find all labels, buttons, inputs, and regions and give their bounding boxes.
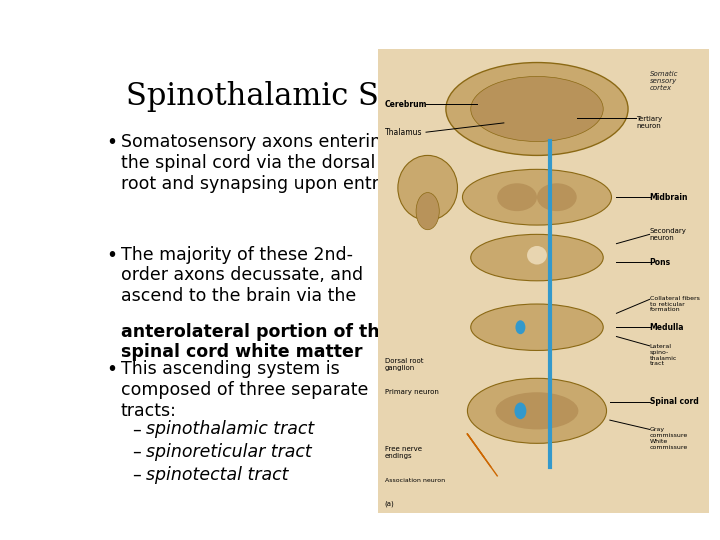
Ellipse shape bbox=[467, 379, 606, 443]
Text: Midbrain: Midbrain bbox=[649, 193, 688, 202]
Text: spinoreticular tract: spinoreticular tract bbox=[145, 443, 312, 461]
Ellipse shape bbox=[462, 170, 611, 225]
Text: Gray
commissure
White
commissure: Gray commissure White commissure bbox=[649, 428, 688, 450]
Text: •: • bbox=[107, 133, 118, 152]
Text: Medulla: Medulla bbox=[649, 323, 684, 332]
Text: spinotectal tract: spinotectal tract bbox=[145, 466, 288, 484]
Text: Free nerve
endings: Free nerve endings bbox=[384, 446, 422, 459]
Text: Collateral fibers
to reticular
formation: Collateral fibers to reticular formation bbox=[649, 296, 699, 312]
Text: Thalamus: Thalamus bbox=[384, 127, 422, 137]
Ellipse shape bbox=[416, 193, 439, 230]
Ellipse shape bbox=[398, 156, 457, 220]
Ellipse shape bbox=[471, 77, 603, 141]
Ellipse shape bbox=[498, 183, 537, 211]
Text: spinothalamic tract: spinothalamic tract bbox=[145, 420, 314, 438]
Text: anterolateral portion of the
spinal cord white matter: anterolateral portion of the spinal cord… bbox=[121, 322, 391, 361]
Text: (a): (a) bbox=[384, 501, 395, 507]
Ellipse shape bbox=[471, 304, 603, 350]
Circle shape bbox=[515, 402, 526, 419]
Text: –: – bbox=[132, 420, 140, 438]
Text: Primary neuron: Primary neuron bbox=[384, 389, 438, 395]
Text: Pons: Pons bbox=[649, 258, 671, 267]
Circle shape bbox=[516, 320, 526, 334]
Text: Tertiary
neuron: Tertiary neuron bbox=[636, 117, 662, 130]
Text: Dorsal root
ganglion: Dorsal root ganglion bbox=[384, 358, 423, 371]
Text: Somatic
sensory
cortex: Somatic sensory cortex bbox=[649, 71, 678, 91]
Text: •: • bbox=[107, 246, 118, 265]
Ellipse shape bbox=[495, 392, 578, 429]
Text: Association neuron: Association neuron bbox=[384, 478, 445, 483]
Text: •: • bbox=[107, 360, 118, 379]
Text: Spinothalamic System Pathway: Spinothalamic System Pathway bbox=[126, 82, 612, 112]
Text: The majority of these 2nd-
order axons decussate, and
ascend to the brain via th: The majority of these 2nd- order axons d… bbox=[121, 246, 363, 326]
Ellipse shape bbox=[527, 246, 547, 265]
Ellipse shape bbox=[471, 234, 603, 281]
FancyBboxPatch shape bbox=[378, 49, 709, 513]
Text: Somatosensory axons entering
the spinal cord via the dorsal
root and synapsing u: Somatosensory axons entering the spinal … bbox=[121, 133, 392, 193]
Text: –: – bbox=[132, 443, 140, 461]
Text: Secondary
neuron: Secondary neuron bbox=[649, 228, 686, 241]
Ellipse shape bbox=[537, 183, 577, 211]
Text: Lateral
spino-
thalamic
tract: Lateral spino- thalamic tract bbox=[649, 344, 677, 366]
Text: This ascending system is
composed of three separate
tracts:: This ascending system is composed of thr… bbox=[121, 360, 368, 420]
Text: Spinal cord: Spinal cord bbox=[649, 397, 698, 406]
Ellipse shape bbox=[446, 63, 628, 156]
Text: –: – bbox=[132, 466, 140, 484]
Text: Cerebrum: Cerebrum bbox=[384, 100, 427, 109]
